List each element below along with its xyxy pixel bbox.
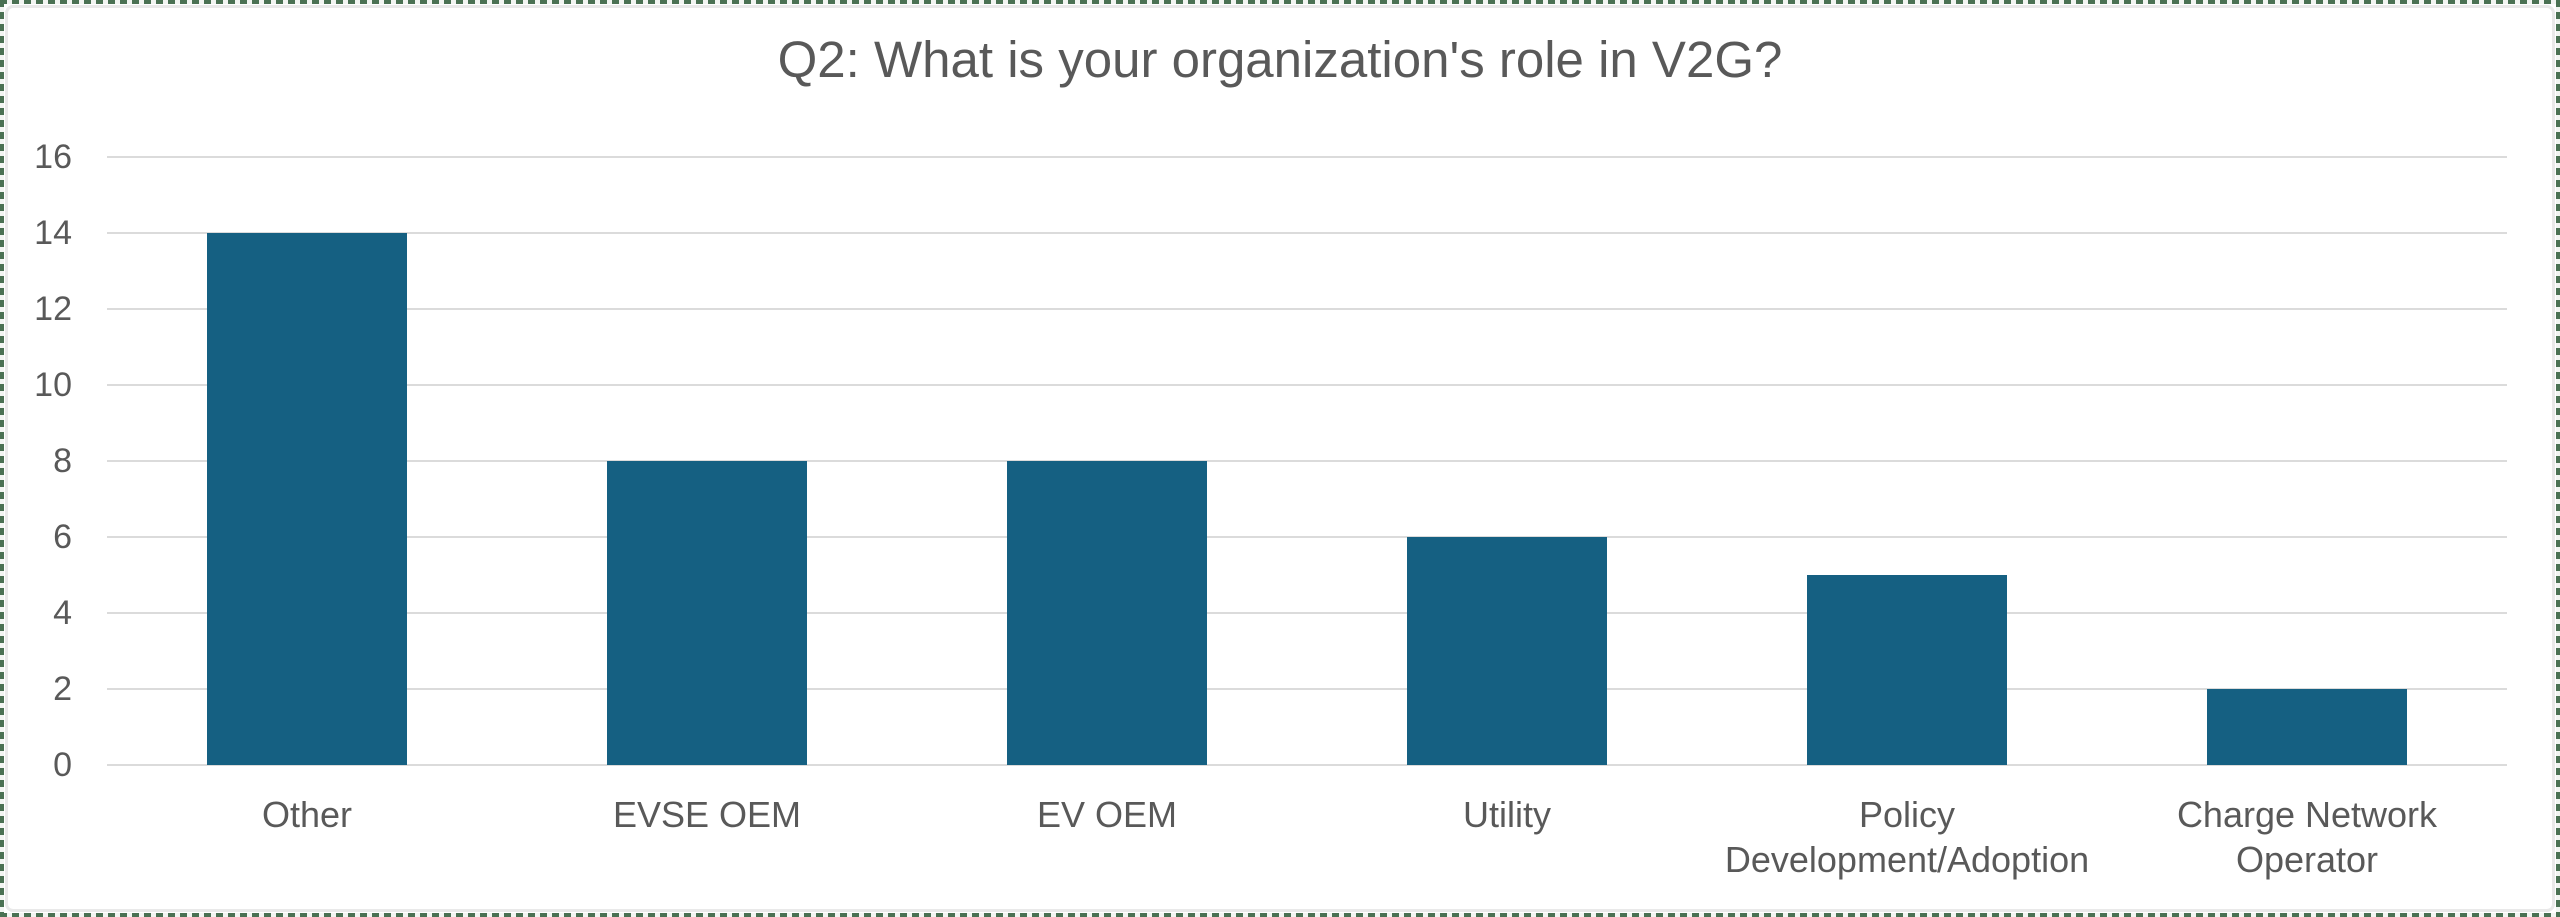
category-label-line: EVSE OEM <box>612 794 802 835</box>
category-label-charge-network-operator: Charge Network Operator <box>2107 792 2507 882</box>
gridline-8 <box>107 460 2507 462</box>
category-label-line: Policy <box>1858 794 1956 835</box>
category-label-line: Charge Network <box>2176 794 2438 835</box>
y-tick-label-2: 2 <box>53 670 72 708</box>
gridline-6 <box>107 536 2507 538</box>
bar-evse-oem[interactable] <box>607 461 807 765</box>
category-label-line: Development/Adoption <box>1724 839 2090 880</box>
category-label-other: Other <box>107 792 507 837</box>
gridline-0 <box>107 764 2507 766</box>
category-label-evse-oem: EVSE OEM <box>507 792 907 837</box>
gridline-16 <box>107 156 2507 158</box>
gridline-12 <box>107 308 2507 310</box>
y-tick-label-10: 10 <box>34 366 72 404</box>
y-tick-label-0: 0 <box>53 746 72 784</box>
bar-utility[interactable] <box>1407 537 1607 765</box>
chart-title: Q2: What is your organization's role in … <box>777 31 1783 88</box>
y-tick-label-12: 12 <box>34 290 72 328</box>
category-label-line: Other <box>261 794 353 835</box>
bar-ev-oem[interactable] <box>1007 461 1207 765</box>
y-tick-label-16: 16 <box>34 138 72 176</box>
bar-other[interactable] <box>207 233 407 765</box>
category-label-line: Utility <box>1463 794 1551 835</box>
category-label-utility: Utility <box>1307 792 1707 837</box>
category-label-line: EV OEM <box>1036 794 1178 835</box>
selection-marquee-left-edge <box>0 0 4 917</box>
y-tick-label-14: 14 <box>34 214 72 252</box>
selection-marquee-top-edge <box>0 0 2560 4</box>
chart-frame-border <box>5 5 2555 912</box>
y-tick-label-8: 8 <box>53 442 72 480</box>
gridline-14 <box>107 232 2507 234</box>
y-tick-label-4: 4 <box>53 594 72 632</box>
selection-marquee-bottom-edge <box>0 913 2560 917</box>
bar-charge-network-operator[interactable] <box>2207 689 2407 765</box>
category-label-line: Operator <box>2235 839 2379 880</box>
category-label-policy-development-adoption: Policy Development/Adoption <box>1707 792 2107 882</box>
y-tick-label-6: 6 <box>53 518 72 556</box>
selection-marquee-right-edge <box>2556 0 2560 917</box>
gridline-2 <box>107 688 2507 690</box>
category-label-ev-oem: EV OEM <box>907 792 1307 837</box>
gridline-10 <box>107 384 2507 386</box>
gridline-4 <box>107 612 2507 614</box>
bar-policy-development-adoption[interactable] <box>1807 575 2007 765</box>
